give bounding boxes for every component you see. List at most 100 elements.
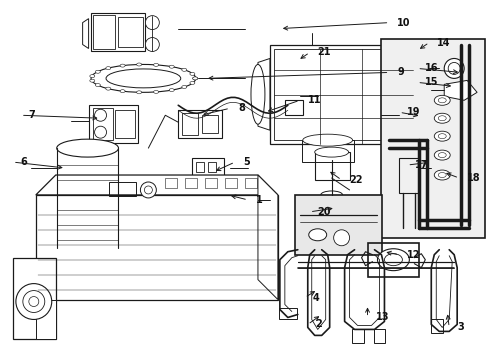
Text: 16: 16 [425,63,438,73]
Ellipse shape [447,62,459,75]
Ellipse shape [250,64,264,124]
Bar [381,39,484,238]
Circle shape [94,126,106,138]
Ellipse shape [95,70,100,73]
Text: 21: 21 [317,48,330,58]
Bar [224,178,237,188]
Polygon shape [258,175,277,300]
Text: 18: 18 [466,173,480,183]
Ellipse shape [189,72,195,75]
Ellipse shape [169,65,174,68]
Circle shape [94,109,106,121]
Bar [178,110,222,138]
Bar [285,100,302,115]
Ellipse shape [182,85,186,89]
Polygon shape [82,19,88,49]
Ellipse shape [192,77,197,80]
Ellipse shape [169,89,174,91]
Ellipse shape [437,134,446,139]
Ellipse shape [120,90,125,93]
Ellipse shape [433,131,449,141]
Ellipse shape [105,87,111,90]
Ellipse shape [437,153,446,158]
Ellipse shape [182,68,186,71]
Ellipse shape [105,67,111,69]
Bar [301,140,353,162]
Ellipse shape [136,91,142,94]
Ellipse shape [95,84,100,86]
Bar [273,49,412,140]
Bar [88,105,138,143]
Ellipse shape [153,90,158,93]
Polygon shape [36,300,56,339]
Circle shape [140,182,156,198]
Bar [192,158,224,176]
Text: 7: 7 [29,110,36,120]
Ellipse shape [136,63,142,66]
Text: 3: 3 [456,323,463,332]
Bar [115,110,135,138]
Circle shape [333,230,349,246]
Circle shape [29,297,39,306]
Bar [269,45,416,144]
Polygon shape [443,80,476,100]
Ellipse shape [189,81,195,84]
Ellipse shape [314,147,348,157]
Ellipse shape [437,116,446,121]
Ellipse shape [90,79,95,82]
Text: 8: 8 [238,103,244,113]
Bar [351,329,363,343]
Bar [185,178,197,188]
Bar [165,178,177,188]
Circle shape [23,291,45,312]
Text: 13: 13 [375,312,388,323]
Ellipse shape [308,229,326,241]
Ellipse shape [61,274,113,281]
Ellipse shape [433,150,449,160]
Polygon shape [416,58,427,128]
Ellipse shape [377,249,408,271]
Bar [90,13,145,50]
Ellipse shape [153,63,158,66]
Ellipse shape [192,77,197,80]
Bar [278,307,296,319]
Ellipse shape [384,254,402,266]
Ellipse shape [433,113,449,123]
Bar [196,162,203,172]
Text: 10: 10 [397,18,410,28]
Text: 5: 5 [243,157,249,167]
Circle shape [145,37,159,51]
Text: 4: 4 [312,293,319,302]
Circle shape [145,15,159,30]
Polygon shape [36,195,277,300]
Ellipse shape [437,98,446,103]
Bar [108,182,136,196]
Circle shape [144,186,152,194]
Ellipse shape [61,290,113,297]
Bar [205,178,217,188]
Bar [118,17,143,46]
Ellipse shape [120,64,125,67]
Bar [367,243,419,276]
Bar [182,113,198,135]
Ellipse shape [320,191,342,199]
Ellipse shape [106,69,181,88]
Bar [92,15,114,49]
Polygon shape [36,175,277,195]
Ellipse shape [61,258,113,265]
Bar [202,115,218,133]
Text: 6: 6 [21,157,27,167]
Ellipse shape [443,58,463,78]
Ellipse shape [437,172,446,177]
Text: 14: 14 [436,37,450,48]
Ellipse shape [91,64,195,92]
Text: 15: 15 [425,77,438,87]
Ellipse shape [57,239,118,257]
Text: 11: 11 [307,95,321,105]
Ellipse shape [61,282,113,289]
Bar [294,195,382,255]
Text: 12: 12 [407,250,420,260]
Text: 9: 9 [397,67,403,77]
Text: 2: 2 [315,319,322,329]
Text: 20: 20 [317,207,330,217]
